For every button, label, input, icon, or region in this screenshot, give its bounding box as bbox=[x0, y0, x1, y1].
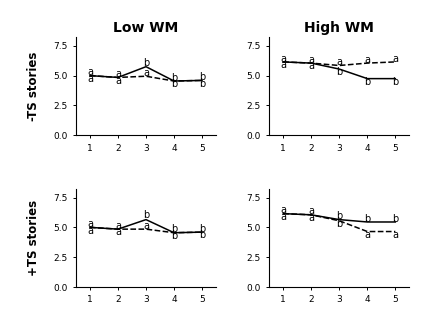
Text: a: a bbox=[143, 221, 149, 231]
Text: b: b bbox=[336, 211, 342, 221]
Text: b: b bbox=[143, 57, 149, 67]
Text: b: b bbox=[171, 231, 177, 241]
Title: Low WM: Low WM bbox=[114, 21, 179, 35]
Text: b: b bbox=[336, 67, 342, 77]
Text: a: a bbox=[115, 76, 121, 86]
Text: a: a bbox=[280, 205, 286, 215]
Text: b: b bbox=[364, 77, 371, 87]
Text: a: a bbox=[308, 55, 314, 65]
Text: b: b bbox=[199, 79, 205, 89]
Text: b: b bbox=[199, 224, 205, 234]
Text: a: a bbox=[392, 230, 398, 240]
Title: High WM: High WM bbox=[304, 21, 374, 35]
Text: b: b bbox=[171, 73, 177, 83]
Text: b: b bbox=[336, 219, 342, 229]
Text: a: a bbox=[308, 61, 314, 71]
Text: b: b bbox=[364, 214, 371, 224]
Text: b: b bbox=[392, 77, 398, 87]
Text: a: a bbox=[364, 230, 371, 240]
Text: a: a bbox=[143, 68, 149, 78]
Text: b: b bbox=[171, 79, 177, 89]
Text: b: b bbox=[199, 72, 205, 82]
Text: a: a bbox=[308, 207, 314, 217]
Text: a: a bbox=[115, 221, 121, 231]
Text: a: a bbox=[280, 54, 286, 64]
Text: a: a bbox=[87, 226, 93, 236]
Text: a: a bbox=[87, 219, 93, 229]
Text: b: b bbox=[143, 210, 149, 220]
Text: a: a bbox=[280, 60, 286, 70]
Text: b: b bbox=[392, 214, 398, 224]
Text: a: a bbox=[87, 74, 93, 84]
Text: a: a bbox=[115, 69, 121, 79]
Text: a: a bbox=[308, 213, 314, 223]
Text: a: a bbox=[115, 227, 121, 237]
Text: a: a bbox=[280, 212, 286, 222]
Text: a: a bbox=[392, 54, 398, 64]
Text: a: a bbox=[364, 55, 371, 65]
Text: b: b bbox=[199, 231, 205, 241]
Text: +TS stories: +TS stories bbox=[27, 200, 40, 276]
Text: a: a bbox=[336, 57, 342, 67]
Text: -TS stories: -TS stories bbox=[27, 52, 40, 121]
Text: b: b bbox=[171, 224, 177, 234]
Text: a: a bbox=[87, 67, 93, 77]
